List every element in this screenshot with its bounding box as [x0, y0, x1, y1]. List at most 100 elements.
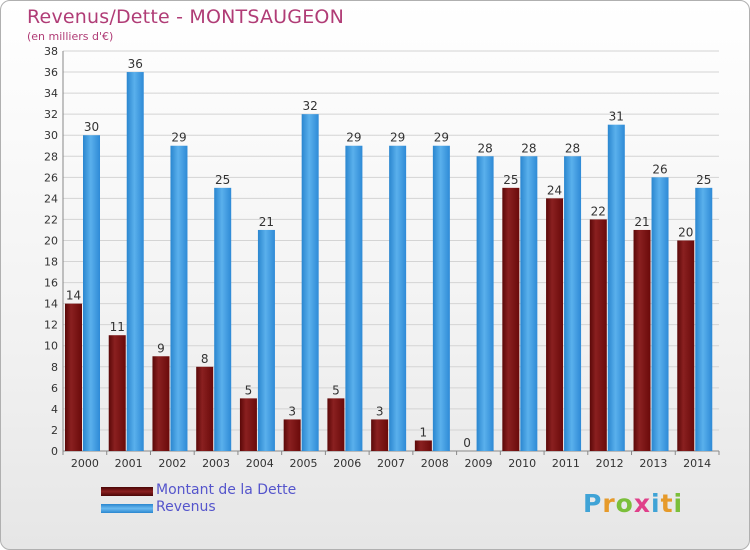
bar-dette-2014	[677, 240, 695, 451]
bar-revenus-2012	[607, 124, 625, 452]
bar-revenus-2007	[389, 145, 407, 451]
y-tick-label-14: 14	[44, 298, 58, 311]
logo-letter: t	[660, 489, 674, 518]
x-tick-label-2004: 2004	[246, 457, 274, 470]
bar-dette-2008	[414, 440, 432, 451]
x-tick-label-2006: 2006	[333, 457, 361, 470]
y-tick-label-10: 10	[44, 340, 58, 353]
bar-dette-2001	[108, 335, 126, 451]
logo-letter: o	[615, 489, 634, 518]
data-label-dette-2001: 11	[110, 320, 125, 334]
data-label-dette-2003: 8	[201, 352, 209, 366]
data-label-dette-2012: 22	[591, 204, 606, 218]
logo-letter: P	[583, 489, 603, 518]
bar-layer	[65, 72, 713, 452]
bar-revenus-2014	[695, 187, 713, 451]
bar-revenus-2006	[345, 145, 363, 451]
data-label-dette-2010: 25	[503, 173, 518, 187]
label-layer: 14 30 11 36 9 29 8 25 5 21 3 32 5 29 3 29 1 29 0 28 25 28 24 28…	[66, 57, 712, 450]
bar-dette-2007	[371, 419, 389, 451]
y-tick-label-20: 20	[44, 234, 58, 247]
x-tick-label-2001: 2001	[115, 457, 143, 470]
data-label-revenus-2013: 26	[652, 162, 667, 176]
x-tick-label-2013: 2013	[639, 457, 667, 470]
data-label-revenus-2011: 28	[565, 141, 580, 155]
y-tick-label-8: 8	[51, 361, 58, 374]
x-tick-label-2014: 2014	[683, 457, 711, 470]
proxiti-logo: Proxiti	[583, 489, 683, 518]
chart-title: Revenus/Dette - MONTSAUGEON	[27, 6, 344, 28]
bar-dette-2010	[502, 187, 520, 451]
data-label-dette-2014: 20	[678, 225, 693, 239]
bar-revenus-2009	[476, 156, 494, 451]
data-label-dette-2004: 5	[245, 383, 253, 397]
data-label-dette-2002: 9	[157, 341, 165, 355]
data-label-revenus-2006: 29	[346, 131, 361, 145]
data-label-revenus-2008: 29	[434, 131, 449, 145]
bar-dette-2004	[239, 398, 257, 451]
y-tick-label-2: 2	[51, 424, 58, 437]
data-label-dette-2008: 1	[420, 425, 428, 439]
data-label-revenus-2005: 32	[303, 99, 318, 113]
bar-revenus-2005	[301, 114, 319, 451]
x-tick-label-2007: 2007	[377, 457, 405, 470]
logo-letter: x	[633, 489, 651, 518]
data-label-revenus-2003: 25	[215, 173, 230, 187]
legend-swatch-dette	[101, 487, 153, 496]
bar-revenus-2008	[432, 145, 450, 451]
x-tick-label-2003: 2003	[202, 457, 230, 470]
chart-subtitle: (en milliers d'€)	[27, 30, 114, 43]
y-tick-label-16: 16	[44, 277, 58, 290]
y-tick-label-0: 0	[51, 445, 58, 458]
x-tick-label-2009: 2009	[464, 457, 492, 470]
bar-dette-2003	[196, 366, 214, 451]
data-label-dette-2013: 21	[634, 215, 649, 229]
y-tick-label-4: 4	[51, 403, 58, 416]
bar-dette-2006	[327, 398, 345, 451]
bar-revenus-2013	[651, 177, 669, 451]
bar-dette-2012	[589, 219, 607, 451]
bar-revenus-2010	[520, 156, 538, 451]
y-tick-label-36: 36	[44, 66, 58, 79]
x-tick-label-2012: 2012	[596, 457, 624, 470]
y-tick-label-38: 38	[44, 45, 58, 58]
y-tick-label-24: 24	[44, 192, 58, 205]
data-label-revenus-2004: 21	[259, 215, 274, 229]
data-label-dette-2009: 0	[463, 436, 471, 450]
y-tick-label-28: 28	[44, 150, 58, 163]
bar-dette-2000	[65, 303, 82, 451]
bar-revenus-2000	[83, 135, 100, 452]
data-label-revenus-2007: 29	[390, 131, 405, 145]
y-tick-label-18: 18	[44, 256, 58, 269]
legend-label-revenus: Revenus	[156, 499, 216, 515]
logo-letter: i	[673, 489, 684, 518]
data-label-revenus-2010: 28	[521, 141, 536, 155]
data-label-revenus-2000: 30	[84, 120, 99, 134]
bar-revenus-2001	[126, 72, 144, 451]
bar-revenus-2004	[257, 229, 275, 451]
bar-dette-2005	[283, 419, 301, 451]
bar-dette-2002	[152, 356, 170, 451]
x-tick-label-2005: 2005	[290, 457, 318, 470]
logo-letter: r	[602, 489, 616, 518]
bar-revenus-2002	[170, 145, 188, 451]
data-label-dette-2011: 24	[547, 183, 562, 197]
x-tick-label-2000: 2000	[71, 457, 99, 470]
legend-label-dette: Montant de la Dette	[156, 482, 297, 498]
y-tick-label-12: 12	[44, 319, 58, 332]
data-label-dette-2007: 3	[376, 404, 384, 418]
data-label-dette-2005: 3	[288, 404, 296, 418]
data-label-revenus-2014: 25	[696, 173, 711, 187]
x-tick-label-2010: 2010	[508, 457, 536, 470]
data-label-revenus-2009: 28	[477, 141, 492, 155]
y-tick-label-6: 6	[51, 382, 58, 395]
x-tick-label-2011: 2011	[552, 457, 580, 470]
bar-revenus-2011	[564, 156, 582, 451]
y-tick-label-22: 22	[44, 213, 58, 226]
y-tick-label-32: 32	[44, 108, 58, 121]
legend-swatch-revenus	[101, 504, 153, 513]
y-tick-label-30: 30	[44, 129, 58, 142]
